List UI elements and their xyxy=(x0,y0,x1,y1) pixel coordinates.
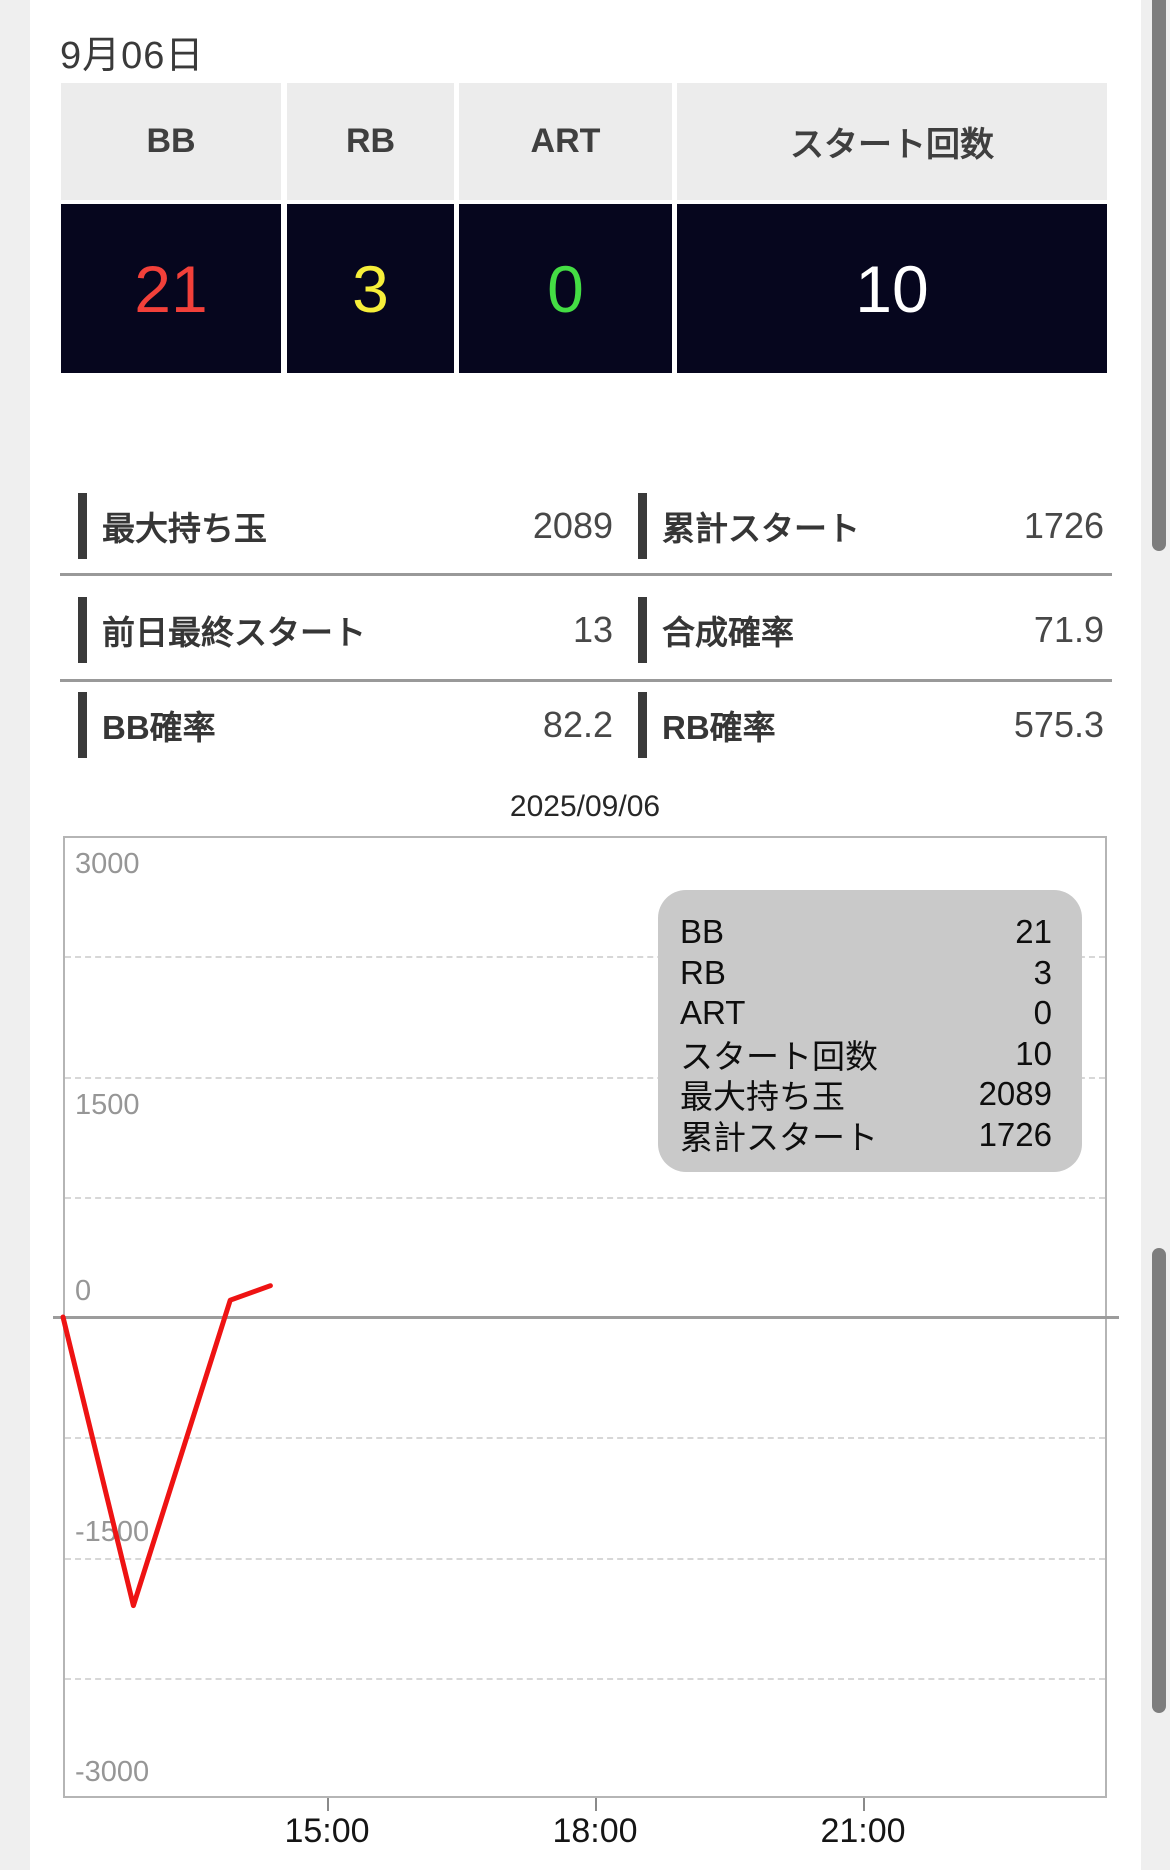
legend-value: 2089 xyxy=(978,1075,1052,1113)
x-axis-label-18:00: 18:00 xyxy=(552,1812,638,1850)
x-axis-tick-21:00 xyxy=(863,1798,865,1811)
x-axis-label-15:00: 15:00 xyxy=(284,1812,370,1850)
gridline--750 xyxy=(65,1437,1105,1440)
legend-row-1: RB 3 xyxy=(680,953,1052,994)
y-axis-label-3000: 3000 xyxy=(75,848,140,880)
legend-value: 3 xyxy=(1033,953,1052,991)
stat-prev-day-final-start: 前日最終スタート 13 xyxy=(60,581,615,679)
summary-value-start-count: 10 xyxy=(677,204,1107,373)
stat-label: 最大持ち玉 xyxy=(102,509,267,547)
scrollbar-thumb-bottom[interactable] xyxy=(1152,1248,1166,1713)
stat-label: BB確率 xyxy=(102,709,216,746)
x-axis-tick-15:00 xyxy=(327,1798,329,1811)
stat-value: 71.9 xyxy=(1033,609,1104,650)
y-axis-label--3000: -3000 xyxy=(75,1756,150,1788)
stat-label: 合成確率 xyxy=(662,614,794,651)
stat-rb-rate: RB確率 575.3 xyxy=(638,685,1112,765)
legend-label: スタート回数 xyxy=(680,1037,878,1075)
stat-label: 累計スタート xyxy=(662,509,860,547)
legend-row-4: 最大持ち玉 2089 xyxy=(680,1074,1052,1115)
legend-label: 累計スタート xyxy=(680,1118,878,1156)
stat-value: 2089 xyxy=(532,504,613,546)
stats-row-2: 前日最終スタート 13 合成確率 71.9 xyxy=(60,581,1112,682)
stat-value: 575.3 xyxy=(1013,704,1104,745)
stat-total-start: 累計スタート 1726 xyxy=(638,478,1112,573)
stats-row-3: BB確率 82.2 RB確率 575.3 xyxy=(60,685,1112,765)
legend-row-5: 累計スタート 1726 xyxy=(680,1115,1052,1156)
stat-value: 82.2 xyxy=(542,704,613,745)
summary-header-bb: BB xyxy=(61,83,281,200)
scrollbar-thumb-top[interactable] xyxy=(1152,0,1166,551)
legend-label: BB xyxy=(680,913,725,951)
legend-label: RB xyxy=(680,953,726,991)
summary-header-rb: RB xyxy=(287,83,454,200)
chart-title: 2025/09/06 xyxy=(509,790,661,823)
y-axis-label-0: 0 xyxy=(75,1275,92,1307)
stat-value: 13 xyxy=(572,609,613,650)
x-axis-label-21:00: 21:00 xyxy=(820,1812,906,1850)
y-axis-label-1500: 1500 xyxy=(75,1088,140,1121)
legend-value: 10 xyxy=(1015,1034,1052,1072)
stat-max-balls: 最大持ち玉 2089 xyxy=(60,478,615,573)
stats-row-1: 最大持ち玉 2089 累計スタート 1726 xyxy=(60,478,1112,576)
zero-axis-line xyxy=(53,1316,1119,1319)
gridline-1500 xyxy=(65,1076,1105,1079)
stat-combined-rate: 合成確率 71.9 xyxy=(638,581,1112,679)
legend-value: 21 xyxy=(1015,913,1052,951)
gridline--1500 xyxy=(65,1557,1105,1560)
y-axis-label--1500: -1500 xyxy=(75,1515,150,1548)
stat-accent-bar xyxy=(638,692,647,758)
gridline--2250 xyxy=(65,1677,1105,1680)
stat-label: RB確率 xyxy=(662,709,776,746)
legend-label: 最大持ち玉 xyxy=(680,1078,845,1116)
summary-header-art: ART xyxy=(459,83,672,200)
date-label: 9月06日 xyxy=(60,35,205,77)
stat-accent-bar xyxy=(638,597,647,663)
summary-value-rb: 3 xyxy=(287,204,454,373)
legend-row-2: ART 0 xyxy=(680,993,1052,1034)
summary-value-art: 0 xyxy=(459,204,672,373)
stat-accent-bar xyxy=(78,492,87,559)
summary-value-bb: 21 xyxy=(61,204,281,373)
stat-accent-bar xyxy=(78,692,87,758)
legend-row-0: BB 21 xyxy=(680,912,1052,953)
stat-value: 1726 xyxy=(1023,504,1104,546)
legend-value: 1726 xyxy=(978,1115,1052,1153)
x-axis-tick-18:00 xyxy=(595,1798,597,1811)
stat-accent-bar xyxy=(638,492,647,559)
stat-accent-bar xyxy=(78,597,87,663)
legend-row-3: スタート回数 10 xyxy=(680,1034,1052,1075)
gridline-750 xyxy=(65,1196,1105,1199)
gridline-2250 xyxy=(65,956,1105,959)
chart-legend-tooltip: BB 21 RB 3 ART 0 スタート回数 10 最大持ち玉 2089 累計スタート 1726 xyxy=(658,890,1082,1172)
legend-label: ART xyxy=(680,994,746,1032)
stat-bb-rate: BB確率 82.2 xyxy=(60,685,615,765)
legend-value: 0 xyxy=(1033,994,1052,1032)
summary-header-start-count: スタート回数 xyxy=(677,83,1107,200)
stat-label: 前日最終スタート xyxy=(102,614,366,651)
